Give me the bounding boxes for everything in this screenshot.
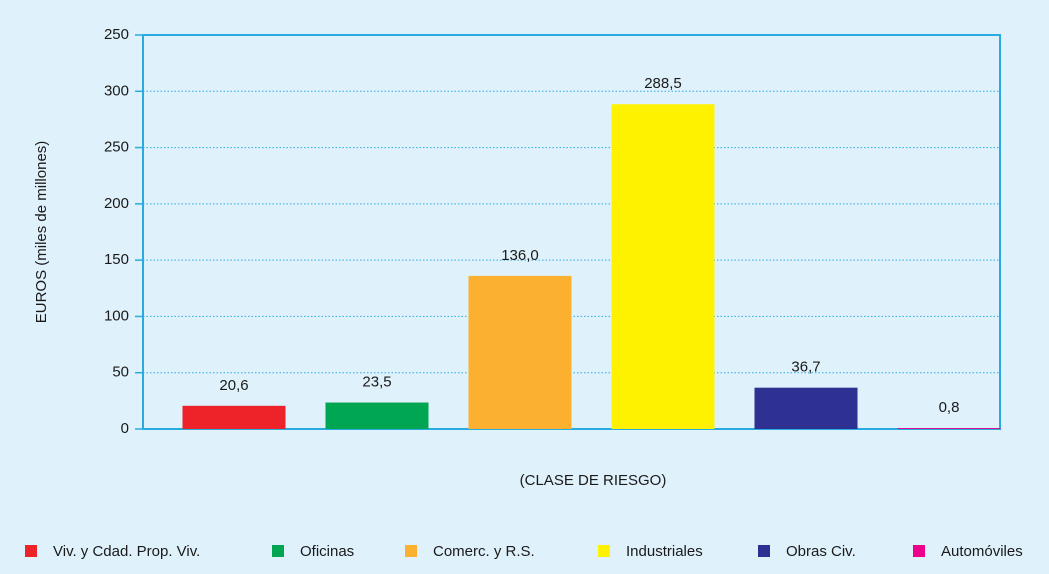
bar (897, 428, 1001, 429)
x-axis-title: (CLASE DE RIESGO) (520, 472, 667, 489)
bar (611, 104, 715, 429)
legend-swatch (272, 545, 284, 557)
y-tick-label: 250 (104, 26, 129, 43)
y-tick-label: 150 (104, 251, 129, 268)
legend-swatch (598, 545, 610, 557)
bar (182, 405, 286, 429)
legend-label: Industriales (626, 543, 703, 560)
value-label: 288,5 (644, 75, 682, 92)
y-tick-label: 0 (121, 420, 129, 437)
bar (468, 275, 572, 429)
y-tick-label: 200 (104, 195, 129, 212)
bar (754, 387, 858, 429)
y-tick-label: 250 (104, 139, 129, 156)
value-label: 20,6 (219, 377, 248, 394)
value-label: 136,0 (501, 247, 539, 264)
legend-swatch (25, 545, 37, 557)
legend-label: Comerc. y R.S. (433, 543, 535, 560)
y-tick-label: 300 (104, 82, 129, 99)
value-label: 23,5 (362, 374, 391, 391)
legend-swatch (758, 545, 770, 557)
value-label: 0,8 (939, 399, 960, 416)
legend-label: Viv. y Cdad. Prop. Viv. (53, 543, 200, 560)
legend-label: Obras Civ. (786, 543, 856, 560)
legend-label: Oficinas (300, 543, 354, 560)
legend-swatch (913, 545, 925, 557)
y-tick-label: 50 (112, 364, 129, 381)
legend-label: Automóviles (941, 543, 1023, 560)
y-axis-title: EUROS (miles de millones) (33, 141, 50, 324)
bar (325, 402, 429, 429)
y-tick-label: 100 (104, 307, 129, 324)
value-label: 36,7 (791, 359, 820, 376)
legend-swatch (405, 545, 417, 557)
